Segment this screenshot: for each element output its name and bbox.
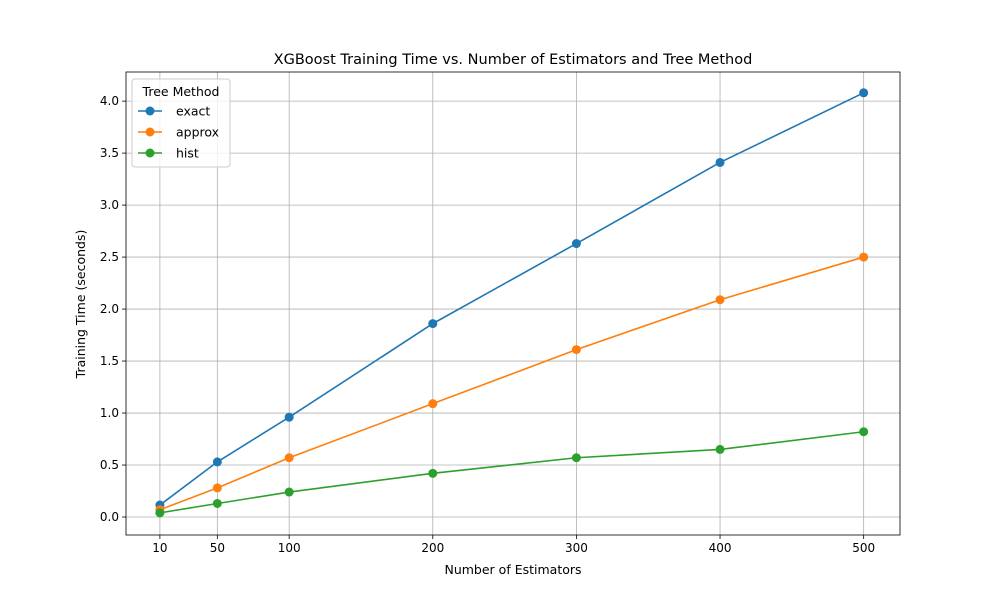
x-tick-label: 50 [210, 541, 225, 555]
data-point-approx [284, 453, 294, 463]
data-point-hist [571, 453, 581, 463]
data-point-hist [212, 498, 222, 508]
x-tick-label: 400 [709, 541, 732, 555]
data-point-exact [428, 319, 438, 329]
y-tick-label: 0.5 [100, 458, 119, 472]
data-point-exact [284, 412, 294, 422]
legend: Tree Method exact approx hist [131, 78, 231, 168]
y-tick-label: 2.5 [100, 250, 119, 264]
series-line-approx [159, 256, 864, 511]
data-point-hist [859, 427, 869, 437]
legend-marker-hist [145, 148, 155, 158]
legend-box [131, 78, 231, 168]
chart-title: XGBoost Training Time vs. Number of Esti… [274, 52, 753, 68]
x-tick-label: 200 [421, 541, 444, 555]
series-line-hist [159, 430, 864, 514]
series-lines [155, 88, 869, 518]
data-point-approx [571, 345, 581, 355]
x-tick-label: 300 [565, 541, 588, 555]
y-tick-label: 2.0 [100, 302, 119, 316]
series-line-exact [159, 92, 865, 506]
y-tick-label: 3.5 [100, 146, 119, 160]
y-tick-label: 1.5 [100, 354, 119, 368]
x-tick-label: 500 [852, 541, 875, 555]
data-point-hist [428, 468, 438, 478]
legend-marker-exact [145, 106, 155, 116]
data-point-exact [859, 88, 869, 98]
data-point-approx [859, 252, 869, 262]
y-tick-label: 1.0 [100, 406, 119, 420]
y-tick-label: 3.0 [100, 198, 119, 212]
data-point-hist [715, 444, 725, 454]
x-tick-label: 100 [278, 541, 301, 555]
legend-label-approx: approx [176, 125, 219, 140]
data-point-hist [155, 508, 165, 518]
grid [126, 72, 900, 535]
data-point-exact [212, 457, 222, 467]
legend-label-hist: hist [176, 146, 199, 161]
data-point-approx [428, 399, 438, 409]
x-tick-label: 10 [152, 541, 167, 555]
legend-marker-approx [145, 127, 155, 137]
data-point-exact [715, 157, 725, 167]
axis-ticks: 10 50 100 200 300 400 500 0.0 0.5 1.0 1.5 2.0 2.5 3.0… [100, 94, 875, 555]
data-point-approx [715, 295, 725, 305]
legend-label-exact: exact [176, 104, 210, 119]
plot-frame [125, 71, 901, 536]
data-point-approx [212, 483, 222, 493]
data-point-hist [284, 487, 294, 497]
data-point-exact [571, 239, 581, 249]
legend-title: Tree Method [142, 84, 220, 99]
y-tick-label: 4.0 [100, 94, 119, 108]
y-axis-label: Training Time (seconds) [73, 230, 88, 380]
x-axis-label: Number of Estimators [444, 562, 581, 577]
y-tick-label: 0.0 [100, 510, 119, 524]
